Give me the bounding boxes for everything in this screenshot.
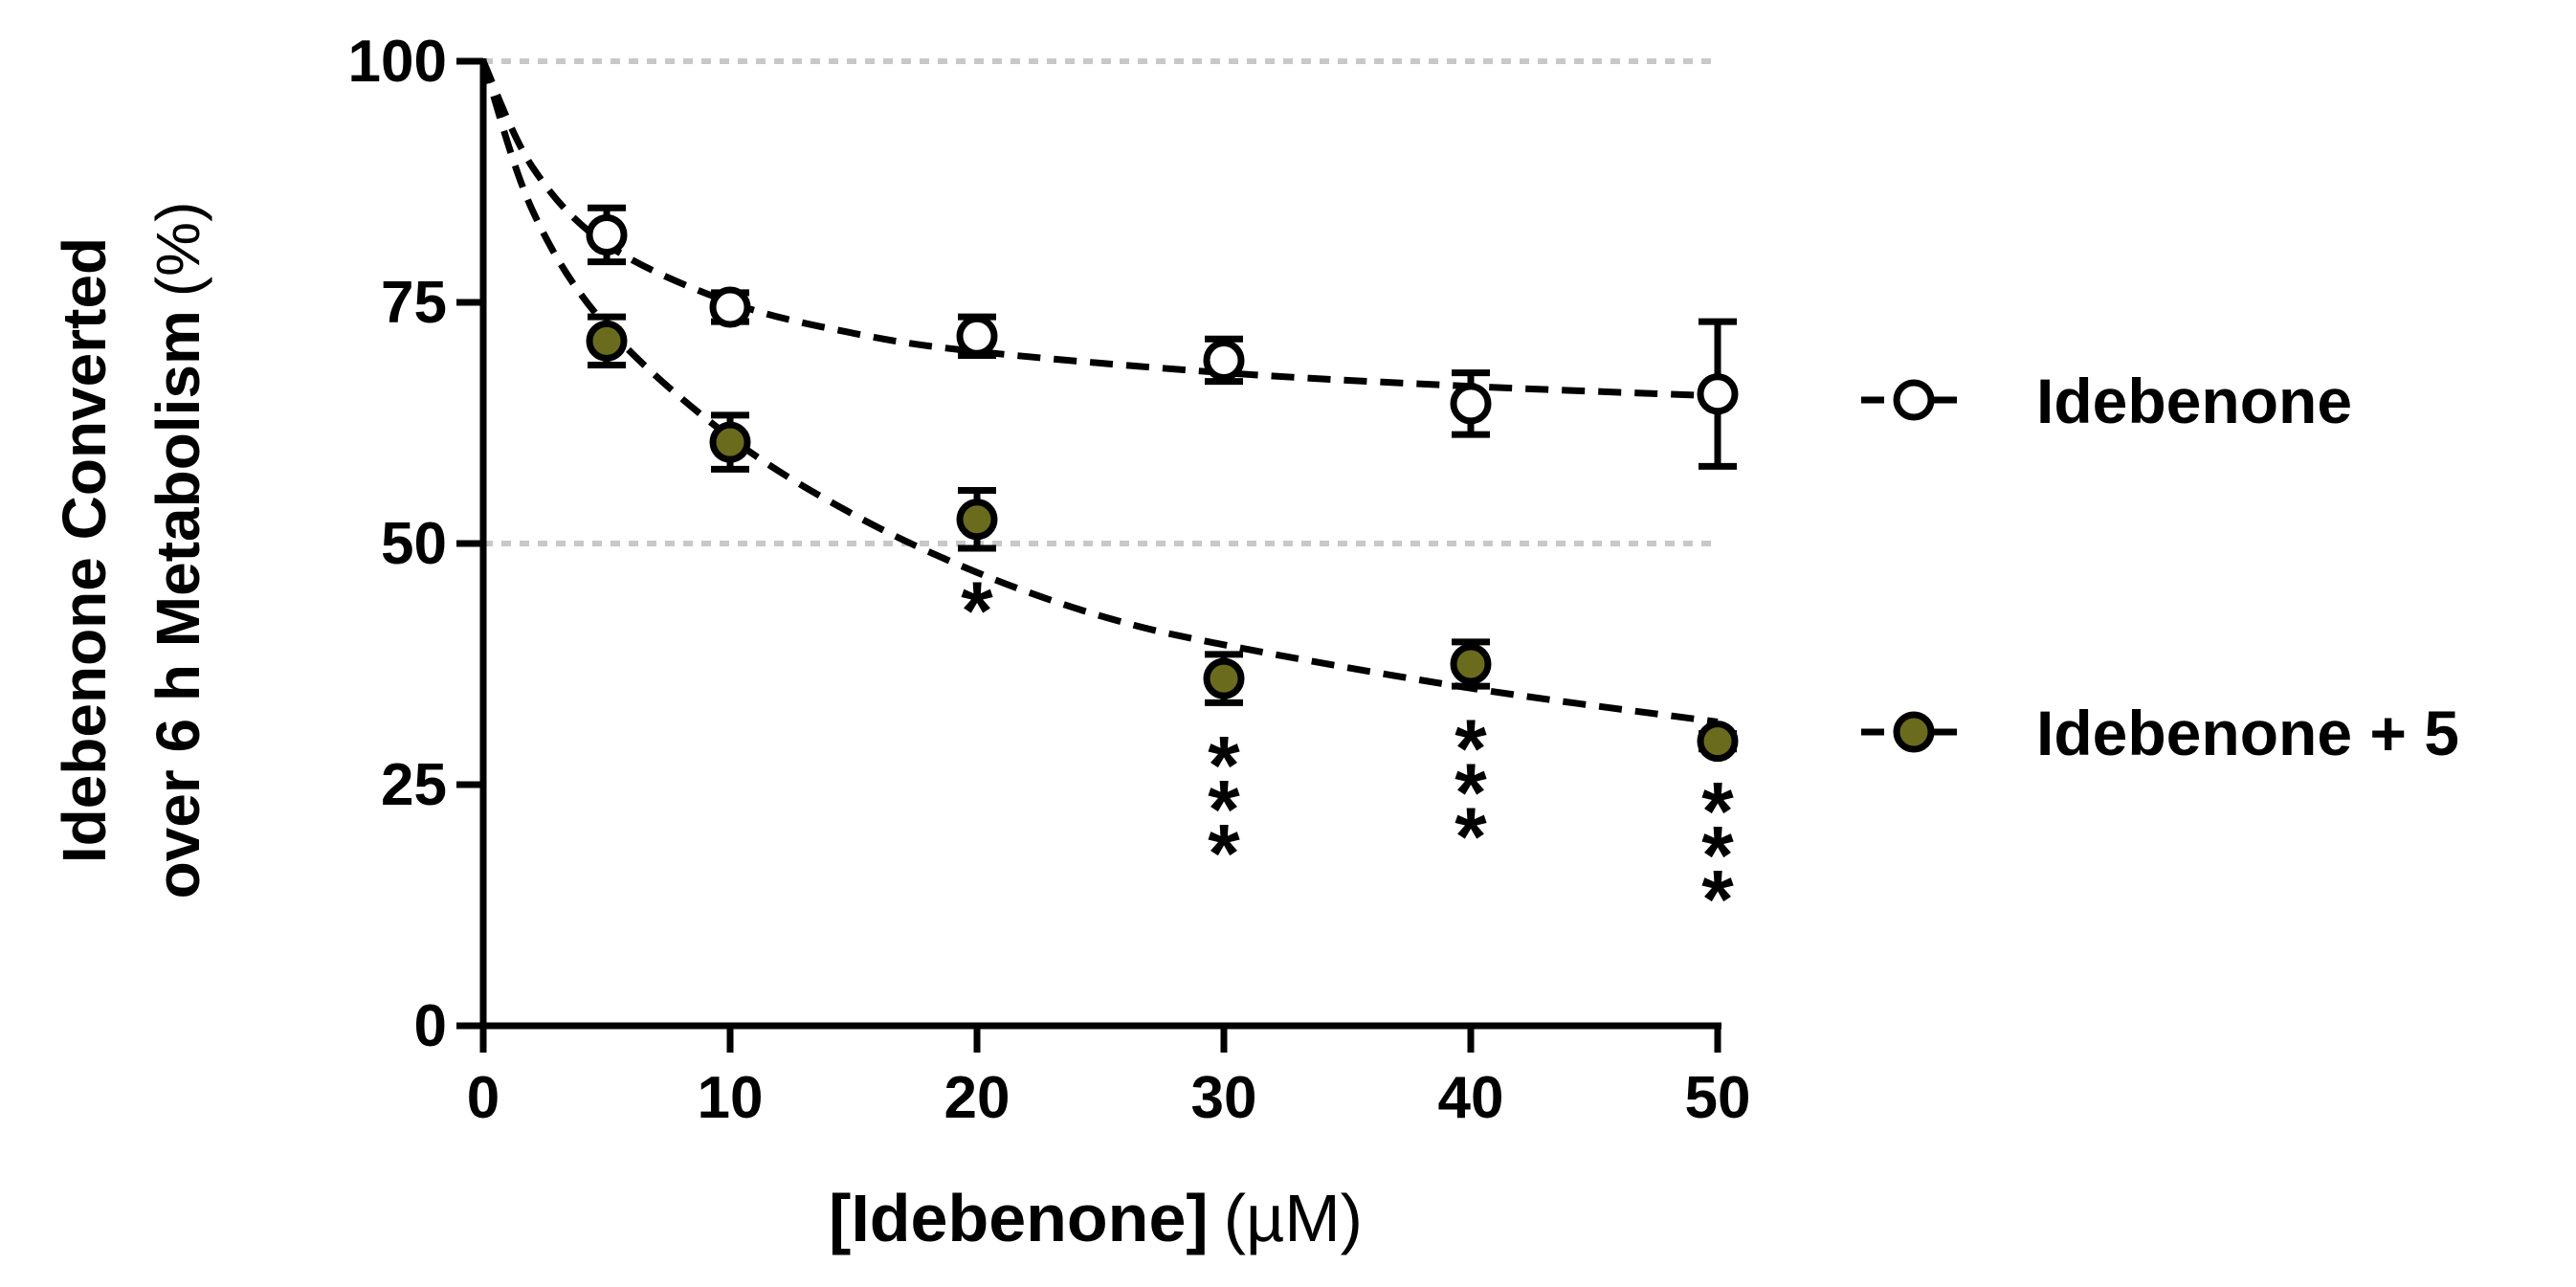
y-tick-label-50: 50 — [381, 511, 447, 577]
data-point-s0-10 — [709, 286, 751, 328]
fit-curve-series-1 — [479, 59, 1719, 725]
data-point-s0-40 — [1450, 383, 1492, 425]
y-tick-label-25: 25 — [381, 752, 447, 818]
significance-star: * — [1455, 791, 1487, 883]
data-point-s1-30 — [1203, 657, 1245, 699]
x-tick-label-20: 20 — [944, 1065, 1010, 1131]
significance-star: * — [1455, 747, 1487, 839]
data-point-s0-20 — [956, 315, 998, 357]
x-tick-label-40: 40 — [1438, 1065, 1504, 1131]
x-tick-label-50: 50 — [1685, 1065, 1751, 1131]
significance-star: * — [1208, 808, 1240, 899]
significance-star: * — [961, 566, 993, 657]
significance-x30: *** — [1208, 720, 1240, 899]
y-tick-label-0: 0 — [414, 993, 447, 1059]
data-point-s1-40 — [1450, 643, 1492, 685]
fit-curve-series-0 — [479, 59, 1719, 400]
y-axis-label-line1: Idebenone Converted — [50, 237, 119, 863]
y-axis-label: Idebenone Converted over 6 h Metabolism(… — [50, 202, 212, 899]
significance-star: * — [1208, 764, 1240, 855]
legend-marker-1 — [1893, 711, 1935, 753]
data-point-s1-5 — [586, 320, 628, 362]
legend-label-0: Idebenone — [2036, 366, 2352, 436]
data-point-s1-50 — [1697, 721, 1739, 763]
significance-star: * — [1208, 720, 1240, 811]
legend-marker-0 — [1893, 379, 1935, 421]
significance-star: * — [1701, 766, 1734, 858]
data-point-s1-20 — [956, 499, 998, 541]
y-tick-label-100: 100 — [348, 29, 447, 95]
y-axis-label-line2: over 6 h Metabolism(%) — [144, 202, 212, 899]
y-tick-label-75: 75 — [381, 270, 447, 336]
data-point-s0-50 — [1697, 373, 1739, 415]
x-tick-label-10: 10 — [698, 1065, 764, 1131]
data-point-s0-5 — [586, 213, 628, 255]
data-point-s1-10 — [709, 421, 751, 463]
data-points — [586, 204, 1739, 763]
axes: 0 25 50 75 100 0 10 20 30 40 50 — [348, 29, 1751, 1131]
significance-annotations: ******* *** — [961, 566, 1734, 946]
significance-x20: * — [961, 566, 993, 657]
significance-star: * — [1701, 810, 1734, 902]
fit-curves — [479, 59, 1719, 725]
significance-star: * — [1455, 703, 1487, 795]
significance-x40: *** — [1455, 703, 1487, 883]
legend-label-1: Idebenone + 5 — [2036, 698, 2459, 768]
significance-star: * — [1701, 854, 1734, 946]
data-point-s0-30 — [1203, 339, 1245, 381]
x-tick-label-30: 30 — [1191, 1065, 1257, 1131]
legend: Idebenone Idebenone + 5 — [1861, 366, 2459, 768]
x-axis-label: [Idebenone] (µM) — [829, 1181, 1363, 1255]
gridlines — [483, 58, 1718, 546]
significance-x50: *** — [1701, 766, 1734, 946]
x-tick-label-0: 0 — [467, 1065, 500, 1131]
